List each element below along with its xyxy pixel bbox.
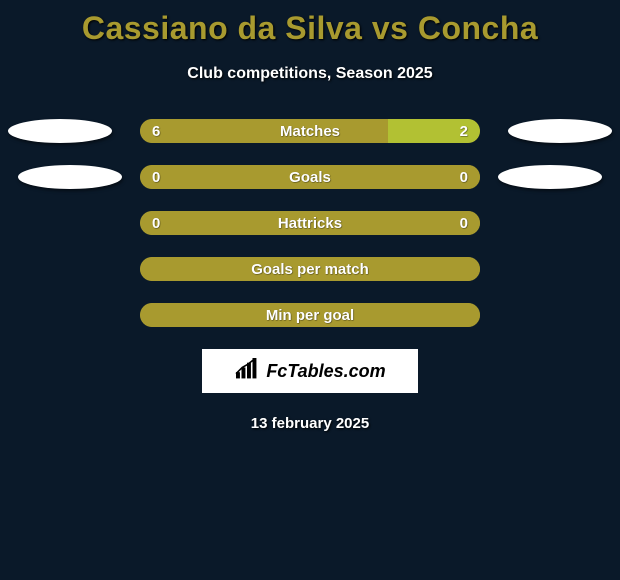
stat-row: Goals per match [0, 257, 620, 281]
stat-bar: 00Goals [140, 165, 480, 189]
stat-bar: Min per goal [140, 303, 480, 327]
stat-bar: 62Matches [140, 119, 480, 143]
player-left-marker [8, 119, 112, 143]
stat-row: Min per goal [0, 303, 620, 327]
branding-text: FcTables.com [266, 361, 385, 382]
branding-badge: FcTables.com [202, 349, 418, 393]
player-left-marker [18, 165, 122, 189]
stat-bar: 00Hattricks [140, 211, 480, 235]
page-title: Cassiano da Silva vs Concha [0, 0, 620, 47]
stat-row: 00Hattricks [0, 211, 620, 235]
stats-container: 62Matches 00Goals 00Hattricks Goals per mat… [0, 119, 620, 327]
stat-label: Hattricks [140, 211, 480, 235]
stat-label: Goals [140, 165, 480, 189]
stat-bar: Goals per match [140, 257, 480, 281]
stat-row: 00Goals [0, 165, 620, 189]
stat-label: Goals per match [140, 257, 480, 281]
player-right-marker [508, 119, 612, 143]
date-text: 13 february 2025 [0, 415, 620, 432]
stat-label: Matches [140, 119, 480, 143]
player-right-marker [498, 165, 602, 189]
chart-icon [234, 358, 260, 385]
stat-label: Min per goal [140, 303, 480, 327]
stat-row: 62Matches [0, 119, 620, 143]
subtitle: Club competitions, Season 2025 [0, 65, 620, 83]
